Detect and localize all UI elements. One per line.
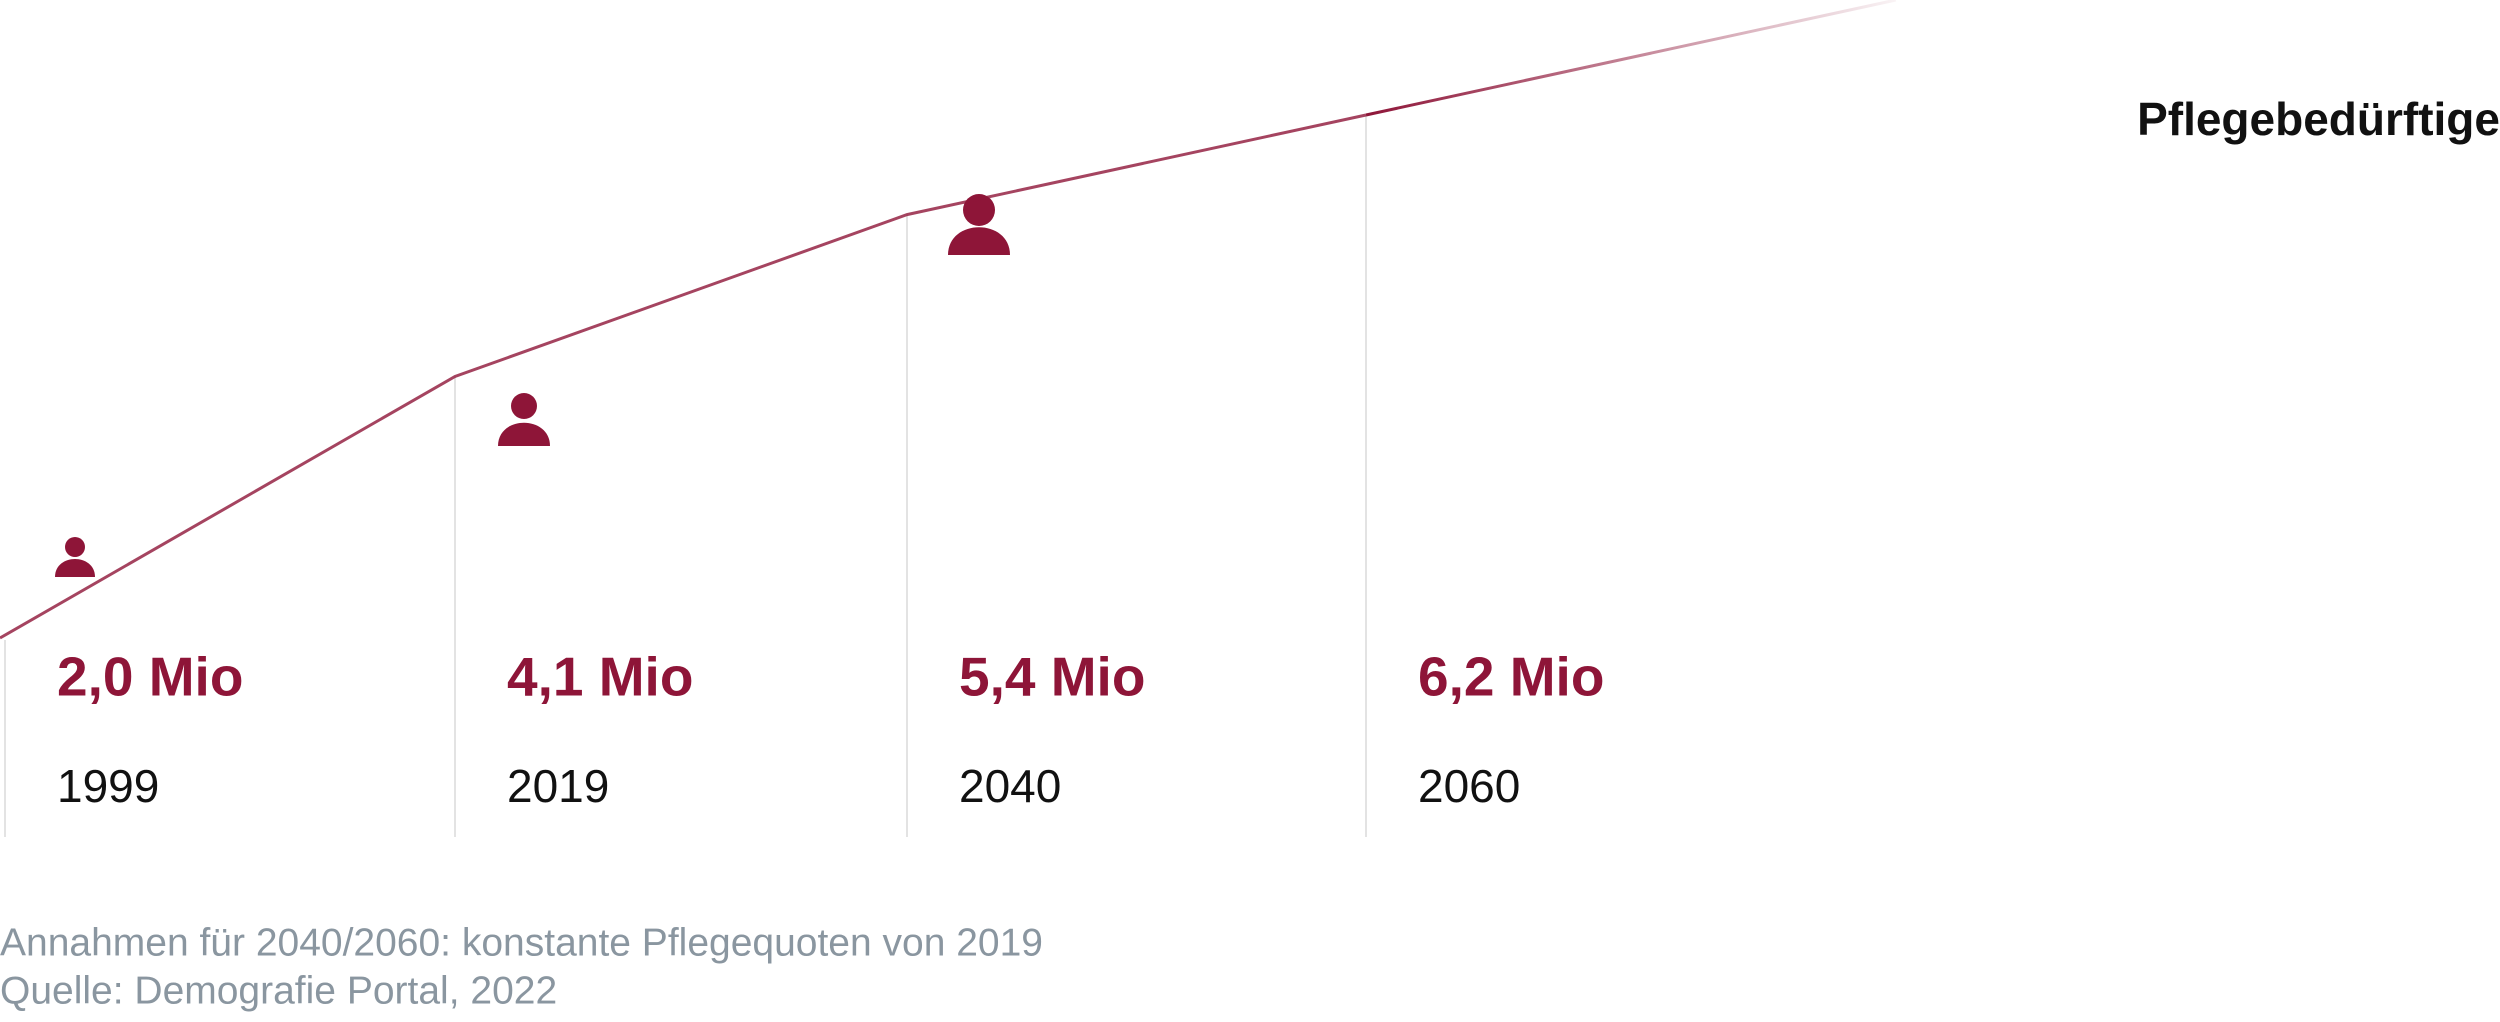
footnote: Quelle: Demografie Portal, 2022 <box>0 969 557 1012</box>
value-label: 6,2 Mio <box>1418 646 1604 708</box>
person-icons <box>55 194 1010 577</box>
line <box>0 113 1367 640</box>
person-icon-head <box>65 537 85 557</box>
x-tick-label: 2040 <box>959 760 1061 812</box>
x-tick-label: 2019 <box>507 760 609 812</box>
value-label: 2,0 Mio <box>57 646 243 708</box>
chart-title: Pflegebedürftige <box>2137 93 2500 145</box>
value-label: 4,1 Mio <box>507 646 693 708</box>
person-icon-head <box>511 393 537 419</box>
person-icon-body <box>948 227 1010 255</box>
value-label: 5,4 Mio <box>959 646 1145 708</box>
person-icon-body <box>498 422 550 446</box>
x-tick-label: 1999 <box>57 760 159 812</box>
footnote: Annahmen für 2040/2060: konstante Pflege… <box>0 921 1043 964</box>
line-extension <box>1365 0 1897 117</box>
person-icon-body <box>55 559 95 577</box>
x-tick-label: 2060 <box>1418 760 1520 812</box>
